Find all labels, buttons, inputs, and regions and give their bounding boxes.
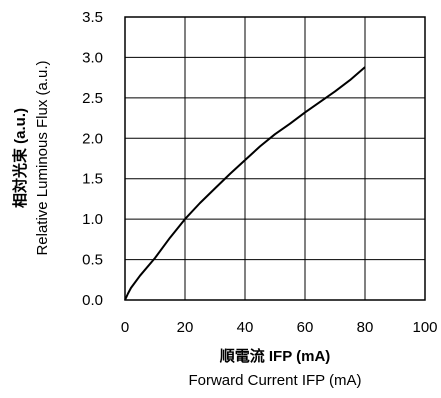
- y-tick-label: 0.0: [82, 292, 103, 309]
- x-tick-label: 60: [297, 319, 314, 336]
- y-tick-label: 1.5: [82, 171, 103, 188]
- y-tick-labels: 0.0 0.5 1.0 1.5 2.0 2.5 3.0 3.5: [82, 9, 103, 309]
- x-axis-title: Forward Current IFP (mA): [188, 372, 361, 389]
- plot-frame: [124, 16, 426, 301]
- y-tick-label: 0.5: [82, 252, 103, 269]
- series-layer: [124, 66, 366, 301]
- y-tick-label: 1.0: [82, 211, 103, 228]
- x-tick-label: 0: [121, 319, 129, 336]
- x-tick-labels: 0 20 40 60 80 100: [121, 319, 438, 336]
- x-tick-label: 40: [237, 319, 254, 336]
- y-tick-label: 3.5: [82, 9, 103, 26]
- x-tick-label: 100: [412, 319, 437, 336]
- x-tick-label: 20: [177, 319, 194, 336]
- x-tick-label: 80: [357, 319, 374, 336]
- y-tick-label: 3.0: [82, 49, 103, 66]
- y-tick-label: 2.5: [82, 90, 103, 107]
- series-line: [124, 66, 366, 301]
- y-tick-label: 2.0: [82, 130, 103, 147]
- y-axis-title-ja: 相対光束 (a.u.): [11, 108, 29, 208]
- y-axis-title: Relative Luminous Flux (a.u.): [34, 60, 51, 255]
- grid: [125, 17, 425, 300]
- x-axis-title-ja: 順電流 IFP (mA): [219, 347, 331, 365]
